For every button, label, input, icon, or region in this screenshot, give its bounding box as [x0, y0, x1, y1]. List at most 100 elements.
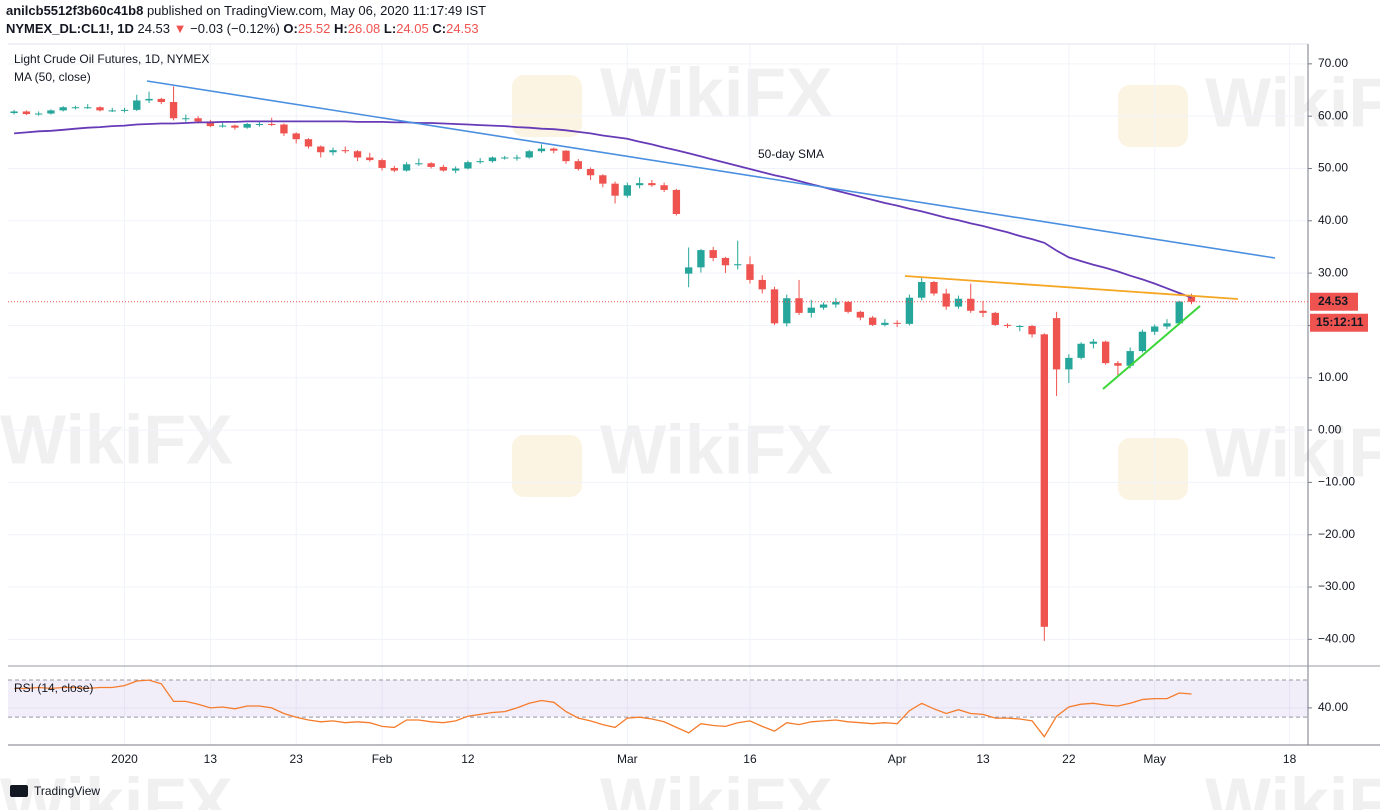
candle-body [1065, 357, 1073, 370]
x-tick-label: 13 [976, 752, 990, 766]
trendline [904, 275, 1239, 300]
x-tick-label: Mar [617, 752, 638, 766]
y-tick-label: 40.00 [1318, 213, 1348, 227]
candle-body [218, 125, 227, 127]
watermark: WikiFX [0, 763, 233, 810]
candle-body [1089, 341, 1098, 344]
candle-body [697, 250, 705, 268]
ohlc-value: 26.08 [348, 21, 381, 36]
candle-body [1126, 351, 1134, 366]
y-tick-label: −30.00 [1318, 579, 1355, 593]
grid [8, 45, 1308, 745]
author: anilcb5512f3b60c41b8 [6, 3, 143, 18]
candle-body [893, 322, 901, 324]
candle-body [979, 310, 987, 313]
candle-body [770, 289, 779, 324]
candle-body [34, 113, 43, 115]
last-price-box [1310, 292, 1358, 311]
arrow: ▼ [174, 21, 187, 36]
candle-body [562, 150, 570, 162]
candle-body [783, 298, 791, 324]
candle-body [145, 98, 153, 101]
brand-logo [10, 785, 28, 797]
watermark: WikiFX [600, 763, 833, 810]
legend-entry: MA (50, close) [14, 70, 91, 84]
candle-body [464, 162, 472, 169]
y-tick-label: −10.00 [1318, 475, 1355, 489]
candle-body [243, 124, 251, 128]
candle-body [47, 110, 55, 114]
watermark-emblem [1118, 438, 1188, 500]
candle-body [819, 304, 828, 308]
countdown-box [1310, 313, 1368, 332]
candle-body [930, 282, 938, 294]
x-tick-label: 12 [461, 752, 475, 766]
candle-body [967, 298, 975, 311]
candle-body [746, 264, 754, 280]
candle-body [795, 298, 803, 313]
x-tick-label: Apr [888, 752, 907, 766]
y-tick-label: 30.00 [1318, 265, 1348, 279]
candle-body [501, 157, 509, 159]
x-tick-label: Feb [372, 752, 393, 766]
candle-body [390, 167, 398, 171]
annotation: 50-day SMA [758, 147, 824, 161]
candle-body [1003, 324, 1012, 326]
rsi-band [8, 680, 1308, 718]
y-tick-label: 0.00 [1318, 422, 1342, 436]
candle-body [231, 125, 239, 128]
candle-body [1151, 326, 1159, 332]
candle-body [415, 163, 423, 165]
candle-body [120, 109, 129, 111]
candle-body [918, 282, 926, 298]
candle-body [635, 183, 644, 186]
candle-body [378, 160, 386, 168]
x-tick-label: May [1143, 752, 1166, 766]
candle-body [255, 124, 264, 126]
candle-body [1101, 341, 1110, 364]
candle-body [537, 148, 546, 152]
candle-body [1052, 318, 1061, 370]
candle-body [353, 151, 362, 158]
candle-body [513, 157, 521, 159]
watermarks: WikiFX WikiFX WikiFX WikiFX WikiFX WikiF… [0, 53, 1380, 810]
candle-body [881, 322, 889, 325]
candle-body [108, 110, 116, 112]
candle-body [366, 157, 374, 161]
candle-body [169, 102, 178, 119]
x-tick-label: 22 [1062, 752, 1076, 766]
candle-body [1040, 334, 1048, 627]
x-tick-label: 13 [204, 752, 218, 766]
watermark-emblem [512, 75, 582, 137]
candle-body [280, 124, 288, 134]
candle-body [1138, 331, 1147, 352]
candle-body [672, 189, 681, 214]
candle-body [525, 151, 533, 158]
ohlc-value: 24.05 [396, 21, 429, 36]
y-tick-label: −40.00 [1318, 632, 1355, 646]
trendline [146, 80, 1276, 259]
price: 24.53 [137, 21, 170, 36]
candle-body [905, 297, 914, 324]
y-tick-label: 50.00 [1318, 161, 1348, 175]
candle-body [684, 267, 693, 274]
candle-body [206, 121, 215, 127]
candle-body [133, 100, 141, 110]
change: −0.03 (−0.12%) [190, 21, 280, 36]
candle-body [10, 111, 18, 114]
candle-body [844, 301, 852, 312]
candle-body [304, 139, 313, 147]
ohlc-value: 25.52 [298, 21, 331, 36]
header-line: anilcb5512f3b60c41b8 published on Tradin… [6, 3, 486, 18]
candle-body [59, 107, 67, 111]
candle-body [439, 166, 448, 171]
candle-body [194, 118, 202, 122]
legend-entry: Light Crude Oil Futures, 1D, NYMEX [14, 52, 209, 66]
symbol-line: NYMEX_DL:CL1!, 1D 24.53 ▼ −0.03 (−0.12%)… [6, 21, 479, 36]
x-tick-label: 18 [1283, 752, 1297, 766]
candle-body [268, 124, 276, 126]
candle-body [96, 107, 104, 111]
candle-body [1187, 296, 1196, 302]
